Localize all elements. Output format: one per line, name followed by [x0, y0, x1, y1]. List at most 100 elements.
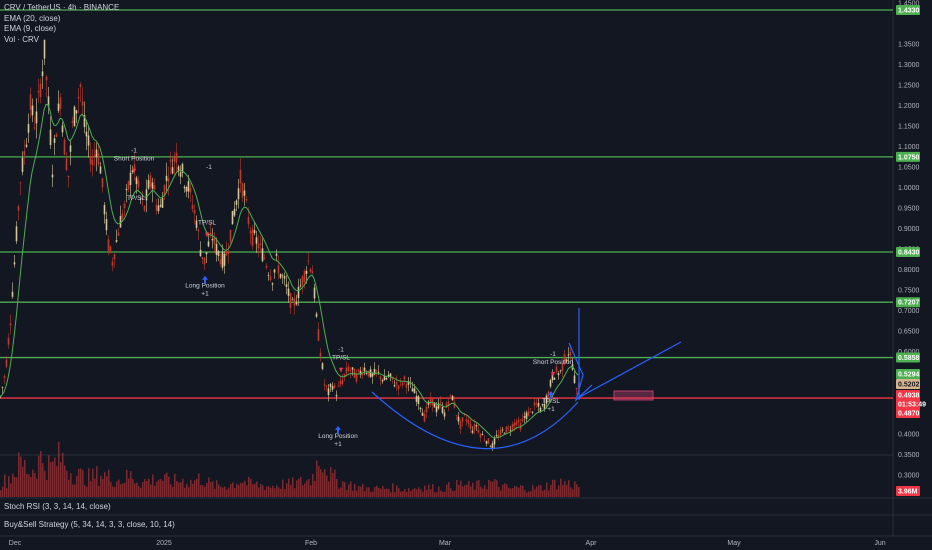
candle-body: [75, 110, 78, 114]
current-price-badge[interactable]: [896, 390, 920, 400]
volume-bar: [508, 487, 510, 497]
volume-legend[interactable]: Vol · CRV: [4, 34, 39, 44]
candle-body: [429, 398, 432, 404]
candle-body: [163, 185, 166, 196]
candle-body: [299, 285, 302, 287]
volume-bar: [526, 492, 528, 497]
time-tick-label: May: [727, 540, 741, 547]
price-tick-label: 0.9000: [898, 226, 920, 233]
volume-bar: [330, 467, 332, 497]
candle-body: [137, 180, 140, 188]
volume-bar: [194, 480, 196, 497]
volume-bar: [106, 476, 108, 497]
cup-arc-drawing[interactable]: [371, 391, 579, 450]
candle-body: [421, 412, 424, 416]
candle-body: [231, 211, 234, 225]
volume-bar: [542, 490, 544, 497]
volume-bar: [40, 451, 42, 497]
target-zone-box[interactable]: [613, 390, 654, 401]
volume-bar: [364, 490, 366, 497]
candle-body: [371, 373, 374, 377]
trend-line-projection[interactable]: [575, 341, 682, 400]
volume-bar: [368, 487, 370, 497]
volume-bar: [100, 475, 102, 497]
volume-bar: [558, 485, 560, 497]
candle-body: [271, 283, 274, 285]
volume-bar: [74, 484, 76, 497]
buy-arrow-icon: [548, 391, 554, 400]
volume-bar: [426, 489, 428, 497]
candle-body: [239, 170, 242, 184]
volume-bar: [444, 491, 446, 497]
volume-bar: [378, 487, 380, 497]
symbol-title[interactable]: CRV / TetherUS · 4h · BINANCE: [4, 3, 120, 12]
volume-bar: [376, 485, 378, 497]
volume-bar: [154, 485, 156, 497]
level-price-badge[interactable]: [896, 4, 920, 15]
volume-bar: [308, 478, 310, 497]
zigzag-drawing[interactable]: [568, 342, 593, 402]
level-price-badge[interactable]: [896, 297, 920, 308]
candle-body: [123, 203, 126, 209]
volume-bar: [278, 487, 280, 497]
volume-bar: [320, 469, 322, 497]
volume-bar: [232, 482, 234, 497]
current-price-badge[interactable]: [896, 369, 920, 379]
volume-bar: [256, 481, 258, 497]
volume-bar: [474, 489, 476, 497]
candle-body: [419, 407, 422, 410]
candle-body: [315, 313, 318, 317]
volume-bar: [26, 473, 28, 497]
candle-body: [505, 426, 508, 433]
candle-body: [363, 367, 366, 372]
volume-bar: [452, 491, 454, 497]
candle-body: [527, 411, 530, 417]
candle-body: [257, 243, 260, 249]
candle-body: [129, 172, 132, 186]
candle-body: [139, 198, 142, 200]
stoch-rsi-label[interactable]: Stoch RSI (3, 3, 14, 14, close): [4, 502, 111, 511]
volume-bar: [516, 486, 518, 497]
level-price-badge[interactable]: [896, 151, 920, 162]
current-price-badge[interactable]: [896, 408, 920, 418]
volume-bar: [24, 459, 26, 497]
current-price-badge[interactable]: [896, 399, 920, 409]
sell-arrow-icon: [132, 168, 136, 174]
volume-bar: [80, 468, 82, 497]
candle-body: [469, 423, 472, 429]
volume-bar: [260, 484, 262, 497]
candle-body: [507, 427, 510, 429]
current-price-badge[interactable]: [896, 379, 920, 389]
candle-body: [563, 354, 566, 365]
current-price-badge-text: 0.5294: [898, 372, 920, 379]
signal-label: +1: [334, 441, 342, 448]
candle-body: [379, 376, 382, 380]
level-price-badge[interactable]: [896, 352, 920, 363]
volume-bar: [568, 480, 570, 497]
level-price-badge[interactable]: [896, 247, 920, 258]
volume-bar: [530, 491, 532, 497]
volume-bar: [406, 491, 408, 497]
candle-body: [107, 239, 110, 251]
candle-body: [355, 373, 358, 382]
volume-bar: [202, 485, 204, 497]
candle-body: [403, 376, 406, 380]
signal-label: Short Position: [114, 156, 155, 163]
volume-bar: [420, 489, 422, 497]
candle-body: [197, 229, 200, 232]
volume-bar: [98, 485, 100, 497]
ema20-legend[interactable]: EMA (20, close): [4, 13, 61, 23]
candle-body: [425, 406, 428, 413]
candle-body: [415, 396, 418, 402]
volume-bar: [178, 482, 180, 497]
volume-bar: [520, 485, 522, 497]
price-tick-label: 0.8000: [898, 267, 920, 274]
volume-badge[interactable]: [896, 486, 920, 496]
signal-label: Long Position: [185, 283, 225, 290]
candle-body: [459, 421, 462, 429]
ema9-legend[interactable]: EMA (9, close): [4, 24, 57, 33]
volume-badge-text: 3.96M: [898, 489, 918, 496]
strategy-label[interactable]: Buy&Sell Strategy (5, 34, 14, 3, 3, clos…: [4, 520, 175, 529]
candle-body: [47, 96, 50, 107]
